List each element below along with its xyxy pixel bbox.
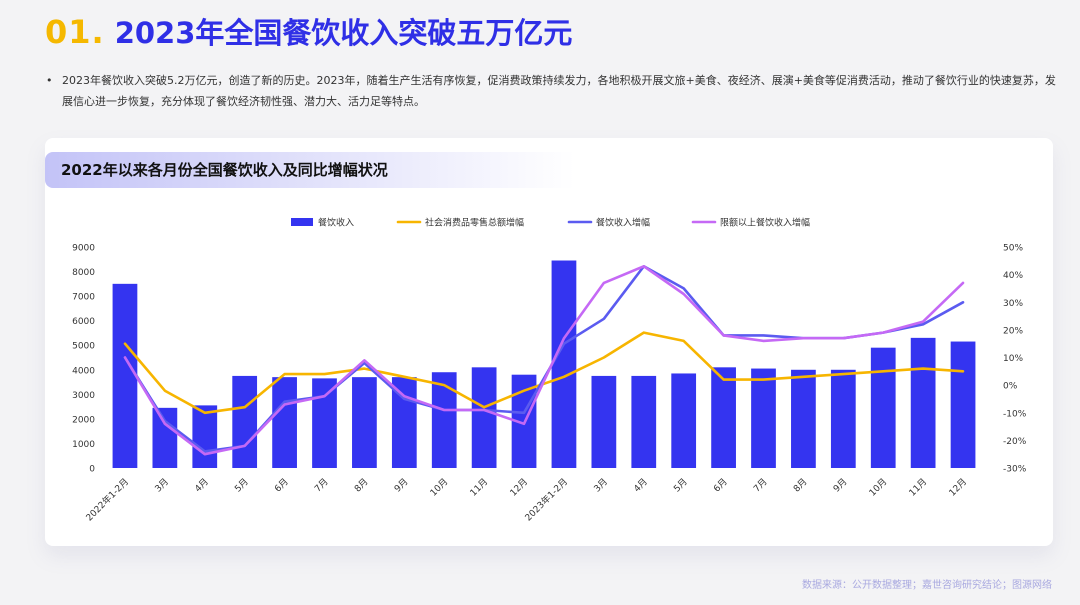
bar bbox=[830, 369, 856, 468]
heading-number: 01. bbox=[45, 13, 105, 51]
combo-chart: 0 1000 2000 3000 4000 5000 6000 7000 8000 9000 -30… bbox=[72, 217, 1027, 524]
page-heading: 01. 2023年全国餐饮收入突破五万亿元 bbox=[45, 10, 572, 54]
bar bbox=[312, 378, 337, 468]
x-tick-label: 3月 bbox=[592, 476, 610, 494]
bar bbox=[870, 347, 896, 468]
y-left-tick-label: 5000 bbox=[72, 342, 95, 352]
bar bbox=[192, 405, 218, 468]
y-right-tick-label: 10% bbox=[1003, 354, 1023, 364]
y-left-tick-label: 8000 bbox=[72, 268, 95, 278]
x-tick-label: 9月 bbox=[392, 476, 410, 494]
x-tick-label: 4月 bbox=[193, 476, 211, 494]
bar bbox=[232, 375, 258, 468]
y-left-tick-label: 7000 bbox=[72, 293, 95, 303]
bullet-icon: • bbox=[46, 74, 53, 87]
x-tick-label: 2022年1-2月 bbox=[83, 476, 131, 524]
intro-text: 2023年餐饮收入突破5.2万亿元，创造了新的历史。2023年，随着生产生活有序… bbox=[62, 74, 1056, 108]
y-right-tick-label: 50% bbox=[1003, 244, 1023, 254]
bar bbox=[591, 375, 617, 468]
bar bbox=[152, 407, 178, 468]
legend-swatch bbox=[291, 218, 313, 226]
y-left-tick-label: 3000 bbox=[72, 391, 95, 401]
x-tick-label: 12月 bbox=[508, 476, 530, 498]
bar bbox=[671, 373, 697, 468]
bar bbox=[352, 377, 377, 468]
y-left-tick-label: 9000 bbox=[72, 244, 95, 254]
y-right-tick-label: -30% bbox=[1003, 465, 1027, 475]
bar bbox=[791, 369, 816, 468]
y-right-tick-label: -10% bbox=[1003, 409, 1027, 419]
bar bbox=[272, 377, 297, 468]
bar bbox=[431, 372, 457, 468]
bar bbox=[950, 341, 976, 468]
legend-label: 餐饮收入增幅 bbox=[596, 217, 650, 229]
x-tick-label: 8月 bbox=[352, 476, 370, 494]
data-source-note: 数据来源：公开数据整理；嘉世咨询研究结论；图源网络 bbox=[802, 580, 1052, 591]
bar bbox=[910, 337, 936, 468]
y-right-tick-label: 20% bbox=[1003, 326, 1023, 336]
series-line bbox=[123, 265, 965, 456]
y-right-tick-label: -20% bbox=[1003, 437, 1027, 447]
x-tick-label: 10月 bbox=[867, 476, 889, 498]
x-tick-label: 6月 bbox=[712, 476, 730, 494]
x-tick-label: 3月 bbox=[153, 476, 171, 494]
y-right-tick-label: 0% bbox=[1003, 382, 1018, 392]
x-tick-label: 2023年1-2月 bbox=[522, 476, 570, 524]
x-tick-label: 8月 bbox=[791, 476, 809, 494]
x-tick-label: 7月 bbox=[751, 476, 769, 494]
bar bbox=[631, 375, 657, 468]
chart-card-header: 2022年以来各月份全国餐饮收入及同比增幅状况 bbox=[45, 152, 575, 188]
y-left-tick-label: 1000 bbox=[72, 440, 95, 450]
x-tick-label: 9月 bbox=[831, 476, 849, 494]
legend-label: 餐饮收入 bbox=[318, 217, 354, 229]
x-tick-label: 11月 bbox=[468, 476, 490, 498]
x-tick-label: 5月 bbox=[672, 476, 690, 494]
x-tick-label: 10月 bbox=[428, 476, 450, 498]
bar bbox=[551, 260, 577, 468]
x-tick-label: 5月 bbox=[233, 476, 251, 494]
chart-card: 2022年以来各月份全国餐饮收入及同比增幅状况 0 1000 2000 3000 400… bbox=[45, 138, 1053, 546]
y-left-tick-label: 2000 bbox=[72, 415, 95, 425]
legend-label: 社会消费品零售总额增幅 bbox=[425, 217, 524, 229]
x-tick-label: 6月 bbox=[273, 476, 291, 494]
y-left-tick-label: 0 bbox=[89, 465, 95, 475]
x-tick-label: 4月 bbox=[632, 476, 650, 494]
y-right-tick-label: 30% bbox=[1003, 299, 1023, 309]
x-tick-label: 11月 bbox=[907, 476, 929, 498]
bar bbox=[471, 367, 497, 468]
bar bbox=[751, 368, 776, 468]
legend-label: 限额以上餐饮收入增幅 bbox=[720, 217, 810, 229]
y-left-tick-label: 4000 bbox=[72, 366, 95, 376]
intro-paragraph: • 2023年餐饮收入突破5.2万亿元，创造了新的历史。2023年，随着生产生活… bbox=[46, 70, 1058, 112]
x-tick-label: 12月 bbox=[947, 476, 969, 498]
y-right-tick-label: 40% bbox=[1003, 271, 1023, 281]
y-left-tick-label: 6000 bbox=[72, 317, 95, 327]
x-tick-label: 7月 bbox=[312, 476, 330, 494]
page-title: 2023年全国餐饮收入突破五万亿元 bbox=[114, 16, 573, 50]
bar bbox=[112, 283, 138, 468]
bar bbox=[711, 367, 736, 468]
chart-title: 2022年以来各月份全国餐饮收入及同比增幅状况 bbox=[61, 161, 388, 179]
